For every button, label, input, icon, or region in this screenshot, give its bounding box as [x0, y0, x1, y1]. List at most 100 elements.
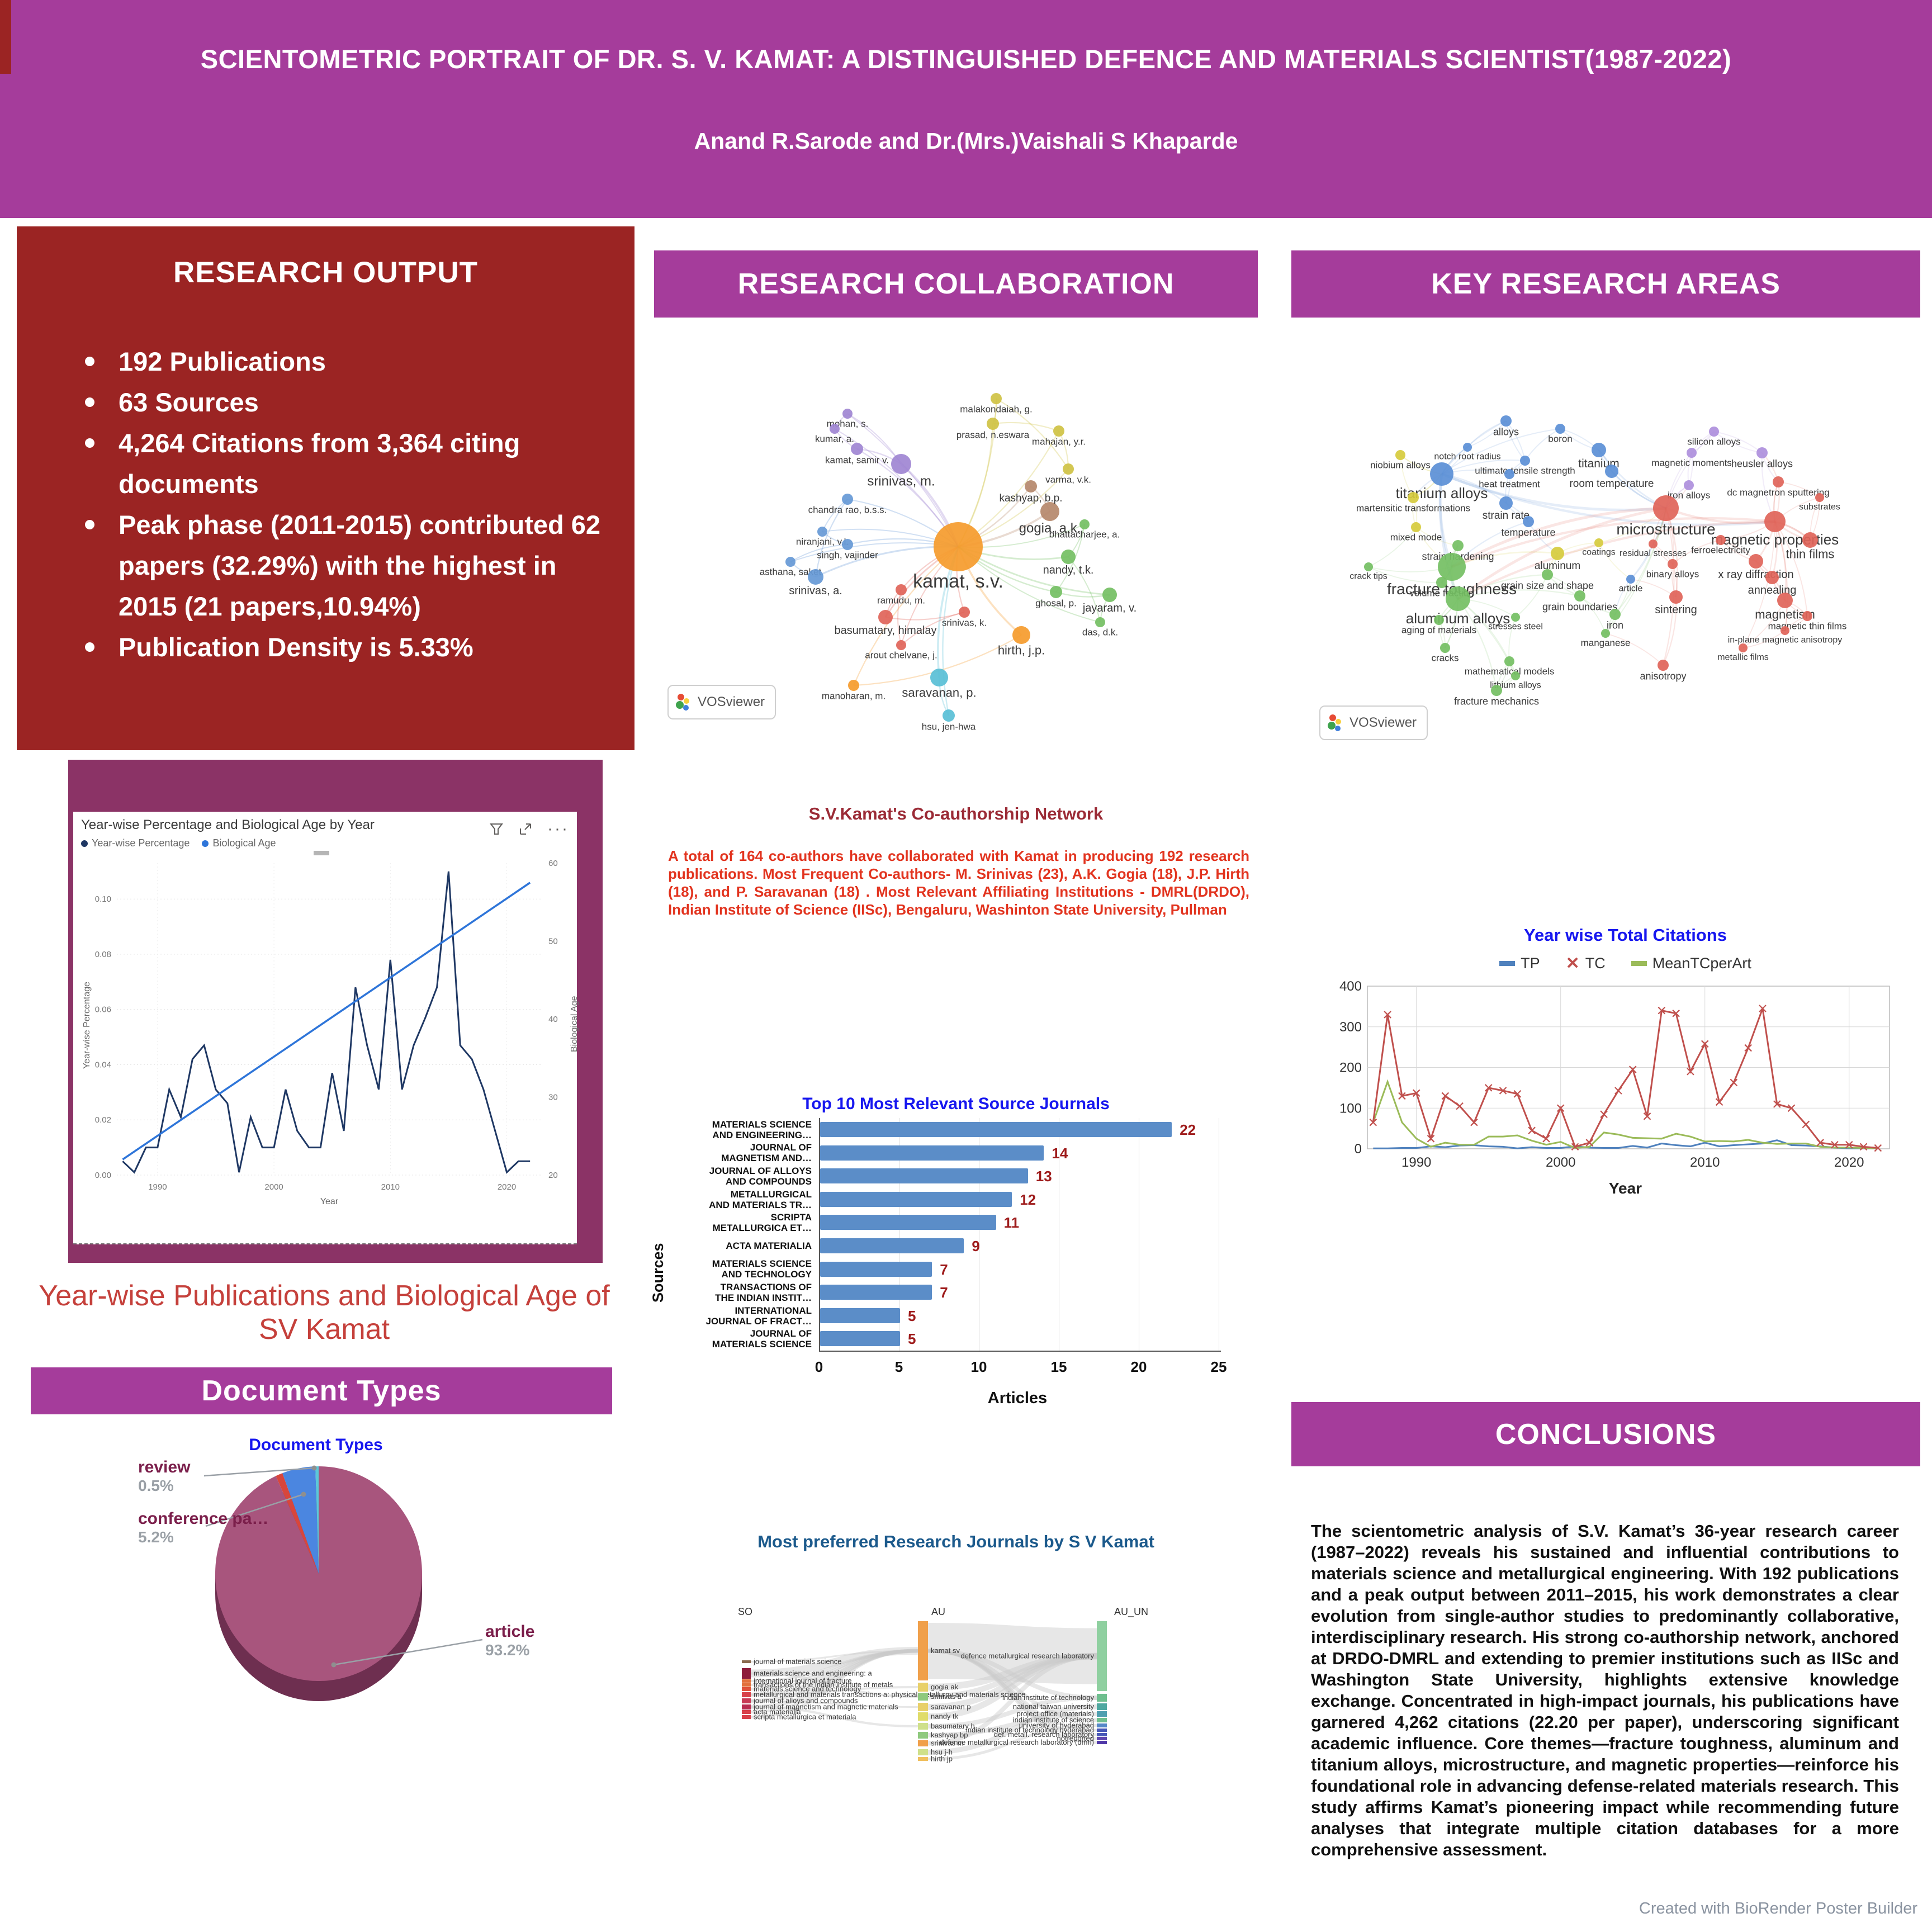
network-node [896, 584, 907, 595]
svg-text:60: 60 [548, 859, 558, 868]
research-output-bullet: 192 Publications [73, 341, 604, 382]
network-node [1440, 643, 1450, 653]
network-node [1500, 415, 1512, 427]
network-node [1040, 502, 1059, 521]
network-node [1555, 424, 1565, 434]
network-node-label: crack tips [1349, 572, 1388, 581]
network-node [896, 640, 906, 650]
network-node-label: asthana, saket [760, 566, 822, 577]
legend-item-tp: TP [1499, 954, 1540, 973]
top-journals-bar-chart: 0 5 10 15 20 25 MATERIALS SCIENCE AND ENGINEER… [654, 1118, 1255, 1420]
network-node [1012, 626, 1030, 644]
bar-category-label: METALLURGICAL AND MATERIALS TR… [709, 1188, 812, 1210]
powerbi-chart-title: Year-wise Percentage and Biological Age … [81, 817, 375, 832]
network-node [1079, 519, 1090, 529]
sankey-node [1097, 1711, 1107, 1717]
network-node [842, 494, 853, 505]
network-node [1668, 559, 1678, 569]
network-node [891, 454, 911, 474]
network-node-label: basumatary, himalay [834, 624, 936, 637]
network-node-label: hirth, j.p. [998, 643, 1045, 657]
focus-mode-icon[interactable] [518, 822, 533, 836]
network-node [1594, 538, 1603, 547]
sankey-node-label: saravanan p [931, 1703, 971, 1711]
network-node-label: iron alloys [1668, 490, 1711, 500]
network-node-label: article [1619, 584, 1643, 594]
network-node [1781, 626, 1789, 635]
network-node-label: aluminum alloys [1406, 610, 1510, 627]
sankey-node-label: defence metallurgical research laborator… [961, 1652, 1095, 1660]
sankey-node [742, 1692, 751, 1697]
network-node-label: sintering [1655, 604, 1697, 616]
network-node [1709, 427, 1719, 437]
bar-value: 12 [1020, 1191, 1036, 1208]
network-node [1511, 613, 1520, 622]
filter-icon[interactable] [489, 822, 504, 836]
document-types-pie [203, 1465, 483, 1701]
svg-text:2000: 2000 [264, 1182, 283, 1192]
sankey-node-label: basumatary h [931, 1722, 975, 1730]
network-node [842, 539, 853, 550]
sankey-node [1097, 1621, 1107, 1691]
bar-category-label: SCRIPTA METALLURGICA ET… [712, 1212, 812, 1234]
legend-dot-navy [81, 840, 88, 847]
network-node-label: prasad, n.eswara [956, 429, 1030, 440]
sankey-node [742, 1683, 751, 1687]
svg-text:20: 20 [548, 1171, 558, 1180]
sankey-node-label: srinivas m [931, 1739, 964, 1748]
network-node-label: saravanan, p. [902, 686, 976, 700]
bar [820, 1308, 900, 1323]
research-output-bullet: 4,264 Citations from 3,364 citing docume… [73, 423, 604, 504]
corner-accent [0, 0, 11, 74]
network-node [878, 610, 893, 624]
sankey-node-label: journal of alloys and compounds [753, 1697, 858, 1705]
sankey-node [918, 1683, 928, 1692]
legend-item-tc: ✕ TC [1565, 954, 1606, 973]
bar [820, 1122, 1172, 1137]
network-node [1777, 593, 1793, 608]
pie-callout-article: article 93.2% [485, 1622, 535, 1659]
vosviewer-icon [1328, 714, 1341, 731]
bar [820, 1215, 996, 1230]
research-output-bullet: 63 Sources [73, 382, 604, 423]
network-node [1815, 493, 1824, 502]
network-node [1765, 571, 1779, 584]
svg-text:200: 200 [1339, 1060, 1362, 1076]
research-output-panel: RESEARCH OUTPUT 192 Publications 63 Sourc… [17, 226, 634, 750]
vosviewer-logo-keywords: VOSviewer [1319, 705, 1428, 740]
sankey-node [918, 1757, 928, 1761]
network-node-label: mahajan, y.r. [1032, 436, 1086, 447]
conclusions-header: CONCLUSIONS [1291, 1402, 1920, 1466]
network-node [1504, 469, 1514, 479]
svg-text:2010: 2010 [381, 1182, 400, 1192]
network-node-label: alloys [1493, 426, 1519, 437]
svg-text:AU: AU [931, 1606, 945, 1617]
sankey-node [1097, 1694, 1107, 1702]
network-node-label: jayaram, v. [1082, 602, 1137, 614]
poster-header: SCIENTOMETRIC PORTRAIT OF DR. S. V. KAMA… [0, 0, 1932, 218]
key-areas-header: KEY RESEARCH AREAS [1291, 250, 1920, 318]
bar-category-label: ACTA MATERIALIA [726, 1240, 812, 1252]
network-node-label: manganese [1581, 637, 1631, 648]
citations-xlabel: Year [1608, 1180, 1642, 1197]
svg-text:SO: SO [738, 1606, 752, 1617]
sankey-node [918, 1740, 928, 1746]
sankey-node-label: university of hyderabad [1019, 1721, 1094, 1730]
sankey-node [918, 1732, 928, 1739]
network-node-label: nandy, t.k. [1043, 564, 1094, 576]
network-node-label: cracks [1431, 652, 1459, 663]
tp-swatch [1499, 961, 1516, 966]
more-options-icon[interactable]: ··· [547, 820, 569, 838]
pubage-line-chart: 0.00 0.02 0.04 0.06 0.08 0.10 20 30 40 50 60 1990 20… [95, 851, 558, 1206]
top-journals-title: Top 10 Most Relevant Source Journals [802, 1095, 1110, 1113]
network-node [1504, 656, 1514, 666]
network-node [830, 424, 840, 434]
bar-ylabel: Sources [650, 1243, 666, 1303]
sankey-node-label: journal of materials science [753, 1658, 842, 1666]
network-node [851, 443, 863, 455]
network-node [1802, 532, 1818, 548]
tc-x-marker: ✕ [1565, 954, 1580, 973]
network-node [1511, 671, 1520, 680]
network-node-label: grain size and shape [1501, 580, 1594, 591]
network-node [1523, 516, 1534, 527]
